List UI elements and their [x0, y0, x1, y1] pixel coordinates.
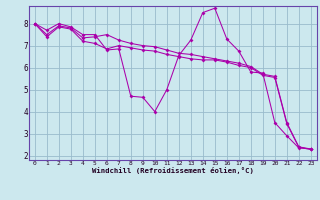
X-axis label: Windchill (Refroidissement éolien,°C): Windchill (Refroidissement éolien,°C) [92, 167, 254, 174]
